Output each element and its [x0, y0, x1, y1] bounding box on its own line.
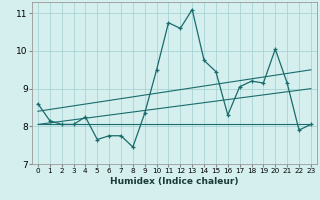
X-axis label: Humidex (Indice chaleur): Humidex (Indice chaleur)	[110, 177, 239, 186]
